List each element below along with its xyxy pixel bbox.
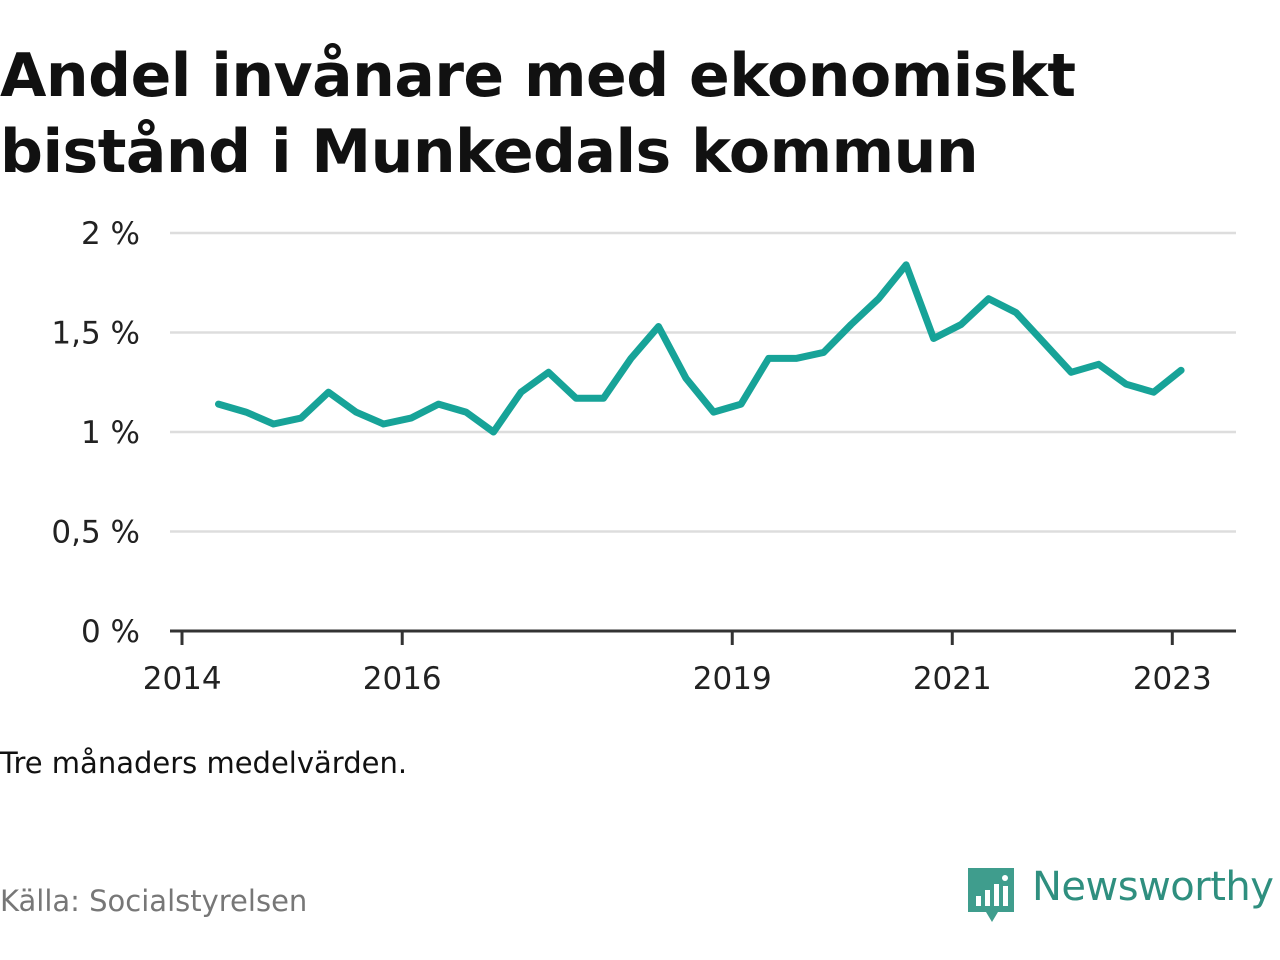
- source-label: Källa: Socialstyrelsen: [0, 884, 308, 918]
- y-tick-label: 1 %: [81, 415, 140, 451]
- y-tick-label: 0 %: [81, 614, 140, 650]
- brand-name: Newsworthy: [1032, 864, 1274, 910]
- y-tick-label: 2 %: [81, 216, 140, 252]
- gridlines: [170, 231, 1236, 533]
- series-line: [215, 261, 1185, 436]
- x-tick-label: 2023: [1133, 661, 1212, 697]
- x-axis-ticks: 2014 2016 2019 2021 2023: [143, 631, 1212, 697]
- newsworthy-logo-icon: [968, 868, 1014, 922]
- line-chart: 0 % 0,5 % 1 % 1,5 % 2 % 2014 2016 2019 2021 2023: [51, 216, 1236, 697]
- brand-logo: Newsworthy: [962, 862, 1276, 928]
- x-tick-label: 2014: [143, 661, 222, 697]
- y-axis-tick-labels: 0 % 0,5 % 1 % 1,5 % 2 %: [51, 216, 140, 650]
- x-tick-label: 2019: [693, 661, 772, 697]
- x-tick-label: 2021: [913, 661, 992, 697]
- chart-title: Andel invånare med ekonomiskt bistånd i …: [0, 41, 1076, 187]
- y-tick-label: 0,5 %: [51, 515, 140, 551]
- chart-note: Tre månaders medelvärden.: [0, 746, 408, 780]
- x-tick-label: 2016: [363, 661, 442, 697]
- y-tick-label: 1,5 %: [51, 316, 140, 352]
